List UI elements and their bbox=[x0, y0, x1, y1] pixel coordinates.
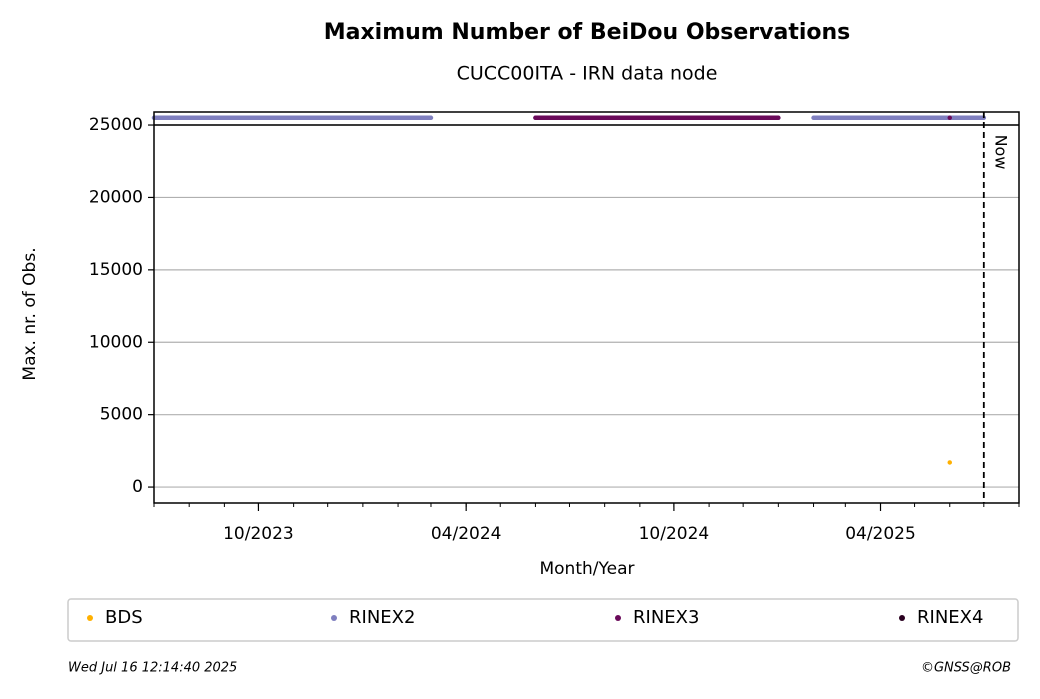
legend-marker bbox=[87, 615, 93, 621]
legend-label: RINEX3 bbox=[633, 607, 699, 628]
y-tick-label: 15000 bbox=[89, 260, 143, 280]
timestamp: Wed Jul 16 12:14:40 2025 bbox=[68, 661, 237, 676]
x-tick-label: 04/2025 bbox=[845, 524, 916, 544]
legend-box bbox=[67, 598, 1019, 642]
y-tick-label: 0 bbox=[132, 477, 143, 497]
legend-marker bbox=[615, 615, 621, 621]
x-tick-label: 10/2024 bbox=[639, 524, 710, 544]
legend-label: RINEX4 bbox=[917, 607, 983, 628]
chart-subtitle: CUCC00ITA - IRN data node bbox=[457, 63, 718, 85]
legend-label: RINEX2 bbox=[349, 607, 415, 628]
x-tick-label: 04/2024 bbox=[431, 524, 502, 544]
y-tick-label: 10000 bbox=[89, 332, 143, 352]
legend-label: BDS bbox=[105, 607, 143, 628]
y-tick-label: 5000 bbox=[100, 405, 143, 425]
plot-frame bbox=[153, 111, 1020, 504]
chart-title: Maximum Number of BeiDou Observations bbox=[324, 20, 851, 45]
y-tick-label: 25000 bbox=[89, 115, 143, 135]
legend-marker bbox=[899, 615, 905, 621]
x-tick-label: 10/2023 bbox=[223, 524, 294, 544]
now-label: Now bbox=[991, 135, 1010, 170]
y-axis-label: Max. nr. of Obs. bbox=[20, 247, 40, 380]
legend-marker bbox=[331, 615, 337, 621]
y-tick-label: 20000 bbox=[89, 187, 143, 207]
credit: ©GNSS@ROB bbox=[921, 661, 1011, 676]
x-axis-label: Month/Year bbox=[539, 559, 634, 579]
